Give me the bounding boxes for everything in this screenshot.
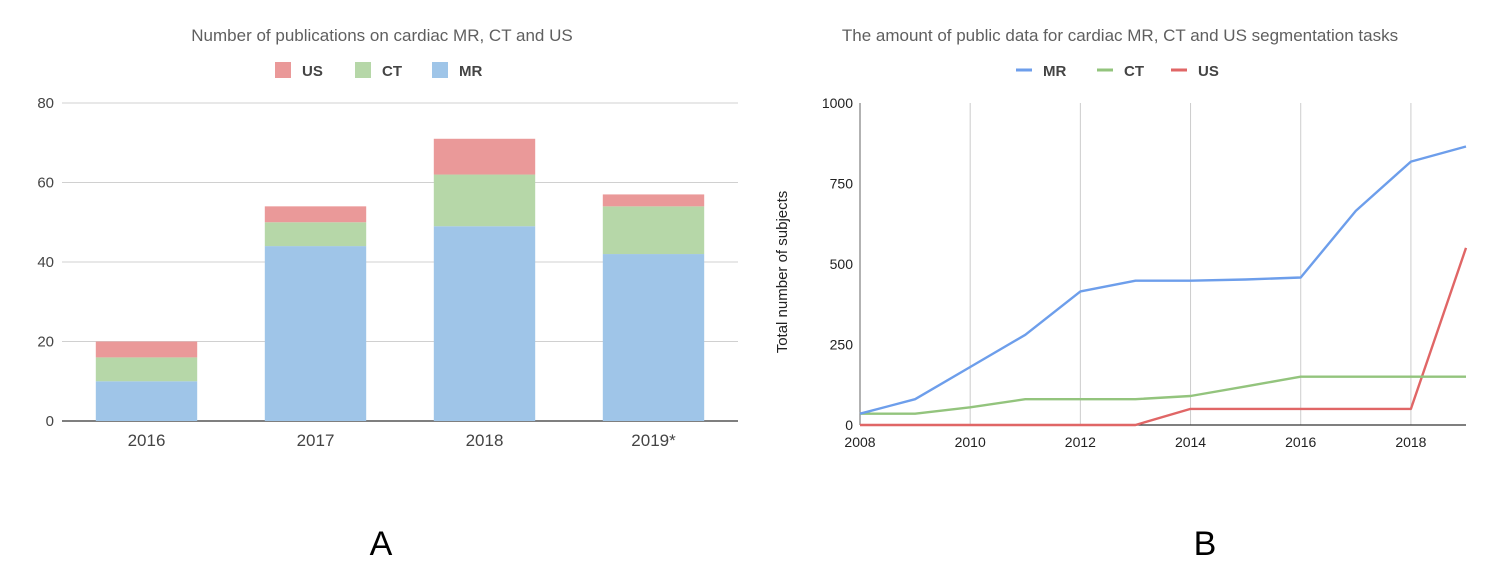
y-tick-label-20: 20	[37, 334, 54, 351]
y-tick-label-80: 80	[37, 95, 54, 112]
x-tick-label-2017: 2017	[297, 431, 335, 450]
y-tick-label-750: 750	[830, 176, 854, 192]
bar-us-2019	[602, 194, 705, 207]
chart-b-gridlines	[859, 103, 1466, 426]
legend-swatch-us	[275, 62, 291, 78]
x-tick-label-2016: 2016	[128, 431, 166, 450]
y-tick-label-0: 0	[845, 417, 853, 433]
y-tick-label-1000: 1000	[822, 95, 853, 111]
publications-chart: Number of publications on cardiac MR, CT…	[37, 26, 738, 563]
series-line-mr	[859, 145, 1467, 415]
chart-a-x-ticks: 2016 2017 2018 2019*	[128, 431, 677, 450]
x-tick-label-2019: 2019*	[631, 431, 676, 450]
legend-label-ct: CT	[382, 63, 402, 80]
y-tick-label-250: 250	[830, 337, 854, 353]
bar-us-2016	[95, 341, 198, 358]
bar-mr-2016	[95, 381, 198, 421]
x-tick-label-2018: 2018	[1395, 434, 1426, 450]
legend-swatch-mr	[432, 62, 448, 78]
bar-mr-2019	[602, 254, 705, 421]
series-line-us	[860, 247, 1468, 427]
legend-label-ct: CT	[1124, 63, 1144, 80]
legend-label-mr: MR	[1043, 63, 1066, 80]
bar-mr-2018	[433, 226, 536, 421]
y-tick-label-0: 0	[46, 413, 54, 430]
legend-swatch-ct	[355, 62, 371, 78]
bar-ct-2019	[602, 206, 705, 255]
x-tick-label-2014: 2014	[1175, 434, 1206, 450]
chart-b-title: The amount of public data for cardiac MR…	[842, 26, 1398, 45]
y-tick-label-40: 40	[37, 254, 54, 271]
public-data-chart: The amount of public data for cardiac MR…	[774, 26, 1468, 563]
bar-mr-2017	[264, 246, 367, 421]
legend-label-us: US	[302, 63, 323, 80]
bar-us-2018	[433, 138, 536, 175]
bar-ct-2017	[264, 222, 367, 247]
chart-a-bars	[95, 138, 705, 421]
bar-ct-2016	[95, 357, 198, 382]
bar-us-2017	[264, 206, 367, 223]
chart-b-x-ticks: 2008 2010 2012 2014 2016 2018	[844, 434, 1426, 450]
chart-b-y-ticks: 0 250 500 750 1000	[822, 95, 853, 433]
chart-a-legend: US CT MR	[275, 62, 482, 80]
panel-label-a: A	[370, 525, 393, 563]
x-tick-label-2008: 2008	[844, 434, 875, 450]
bar-ct-2018	[433, 174, 536, 227]
panel-label-b: B	[1194, 525, 1217, 563]
series-line-ct	[860, 375, 1466, 415]
chart-b-y-axis-label: Total number of subjects	[774, 191, 791, 354]
y-tick-label-500: 500	[830, 256, 854, 272]
chart-b-legend: MR CT US	[1016, 63, 1219, 80]
legend-label-mr: MR	[459, 63, 482, 80]
chart-b-lines	[859, 145, 1468, 427]
x-tick-label-2016: 2016	[1285, 434, 1316, 450]
x-tick-label-2012: 2012	[1065, 434, 1096, 450]
legend-label-us: US	[1198, 63, 1219, 80]
chart-a-y-ticks: 0 20 40 60 80	[37, 95, 54, 430]
chart-a-title: Number of publications on cardiac MR, CT…	[191, 26, 572, 45]
x-tick-label-2018: 2018	[466, 431, 504, 450]
y-tick-label-60: 60	[37, 175, 54, 192]
x-tick-label-2010: 2010	[955, 434, 986, 450]
